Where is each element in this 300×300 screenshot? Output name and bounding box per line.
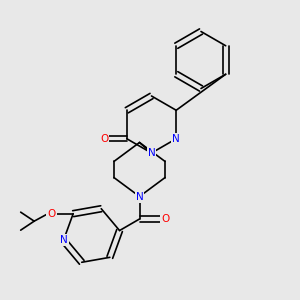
Text: N: N — [136, 191, 143, 202]
Text: O: O — [161, 214, 170, 224]
Text: O: O — [100, 134, 108, 144]
Text: N: N — [148, 148, 155, 158]
Text: O: O — [47, 209, 56, 219]
Text: N: N — [172, 134, 180, 144]
Text: N: N — [61, 236, 68, 245]
